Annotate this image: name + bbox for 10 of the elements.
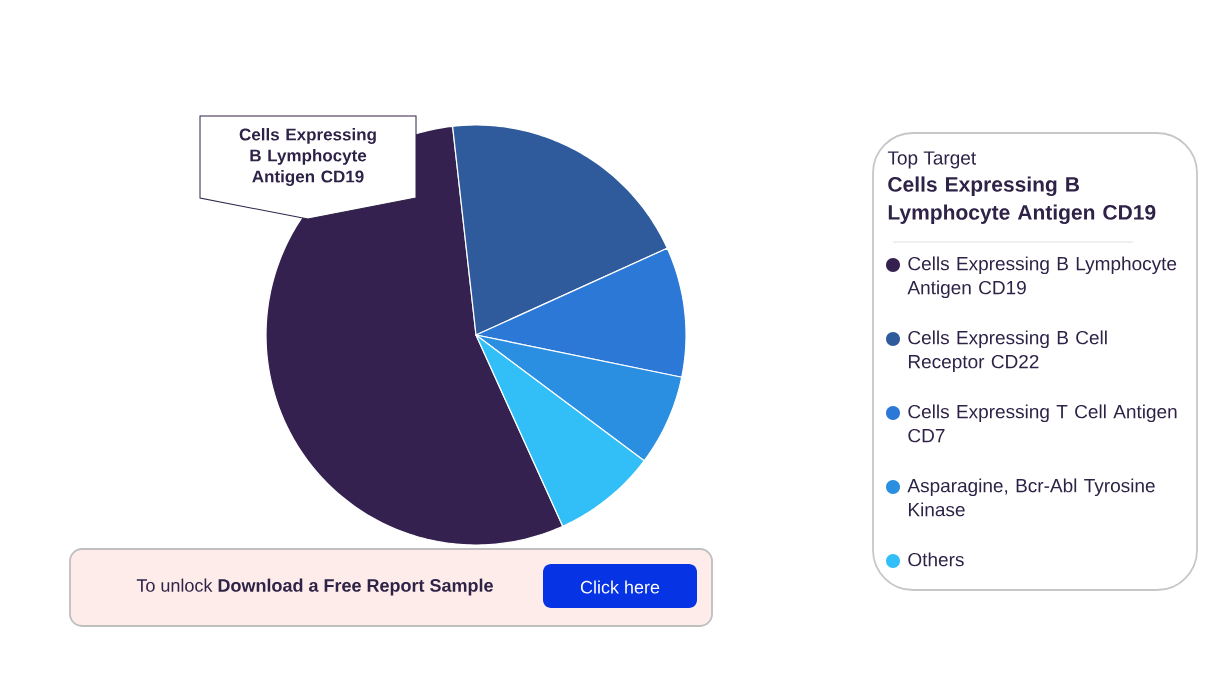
- legend-label: Asparagine, Bcr-Abl Tyrosine Kinase: [907, 478, 1155, 517]
- legend-label: Others: [908, 552, 964, 567]
- legend-label: Cells Expressing T Cell Antigen CD7: [908, 404, 1177, 443]
- legend-label: Cells Expressing B Lymphocyte Antigen CD19: [907, 256, 1177, 299]
- legend-label: Cells Expressing B Cell Receptor CD22: [908, 330, 1107, 373]
- text: Cells Expressing B Lymphocyte Antigen CD19: [239, 128, 376, 186]
- text: To unlock Download a Free Report Sample: [136, 578, 493, 596]
- text: Cells Expressing B Lymphocyte Antigen CD19: [888, 176, 1156, 225]
- text: Top Target: [887, 151, 976, 169]
- text: Click here: [580, 580, 660, 594]
